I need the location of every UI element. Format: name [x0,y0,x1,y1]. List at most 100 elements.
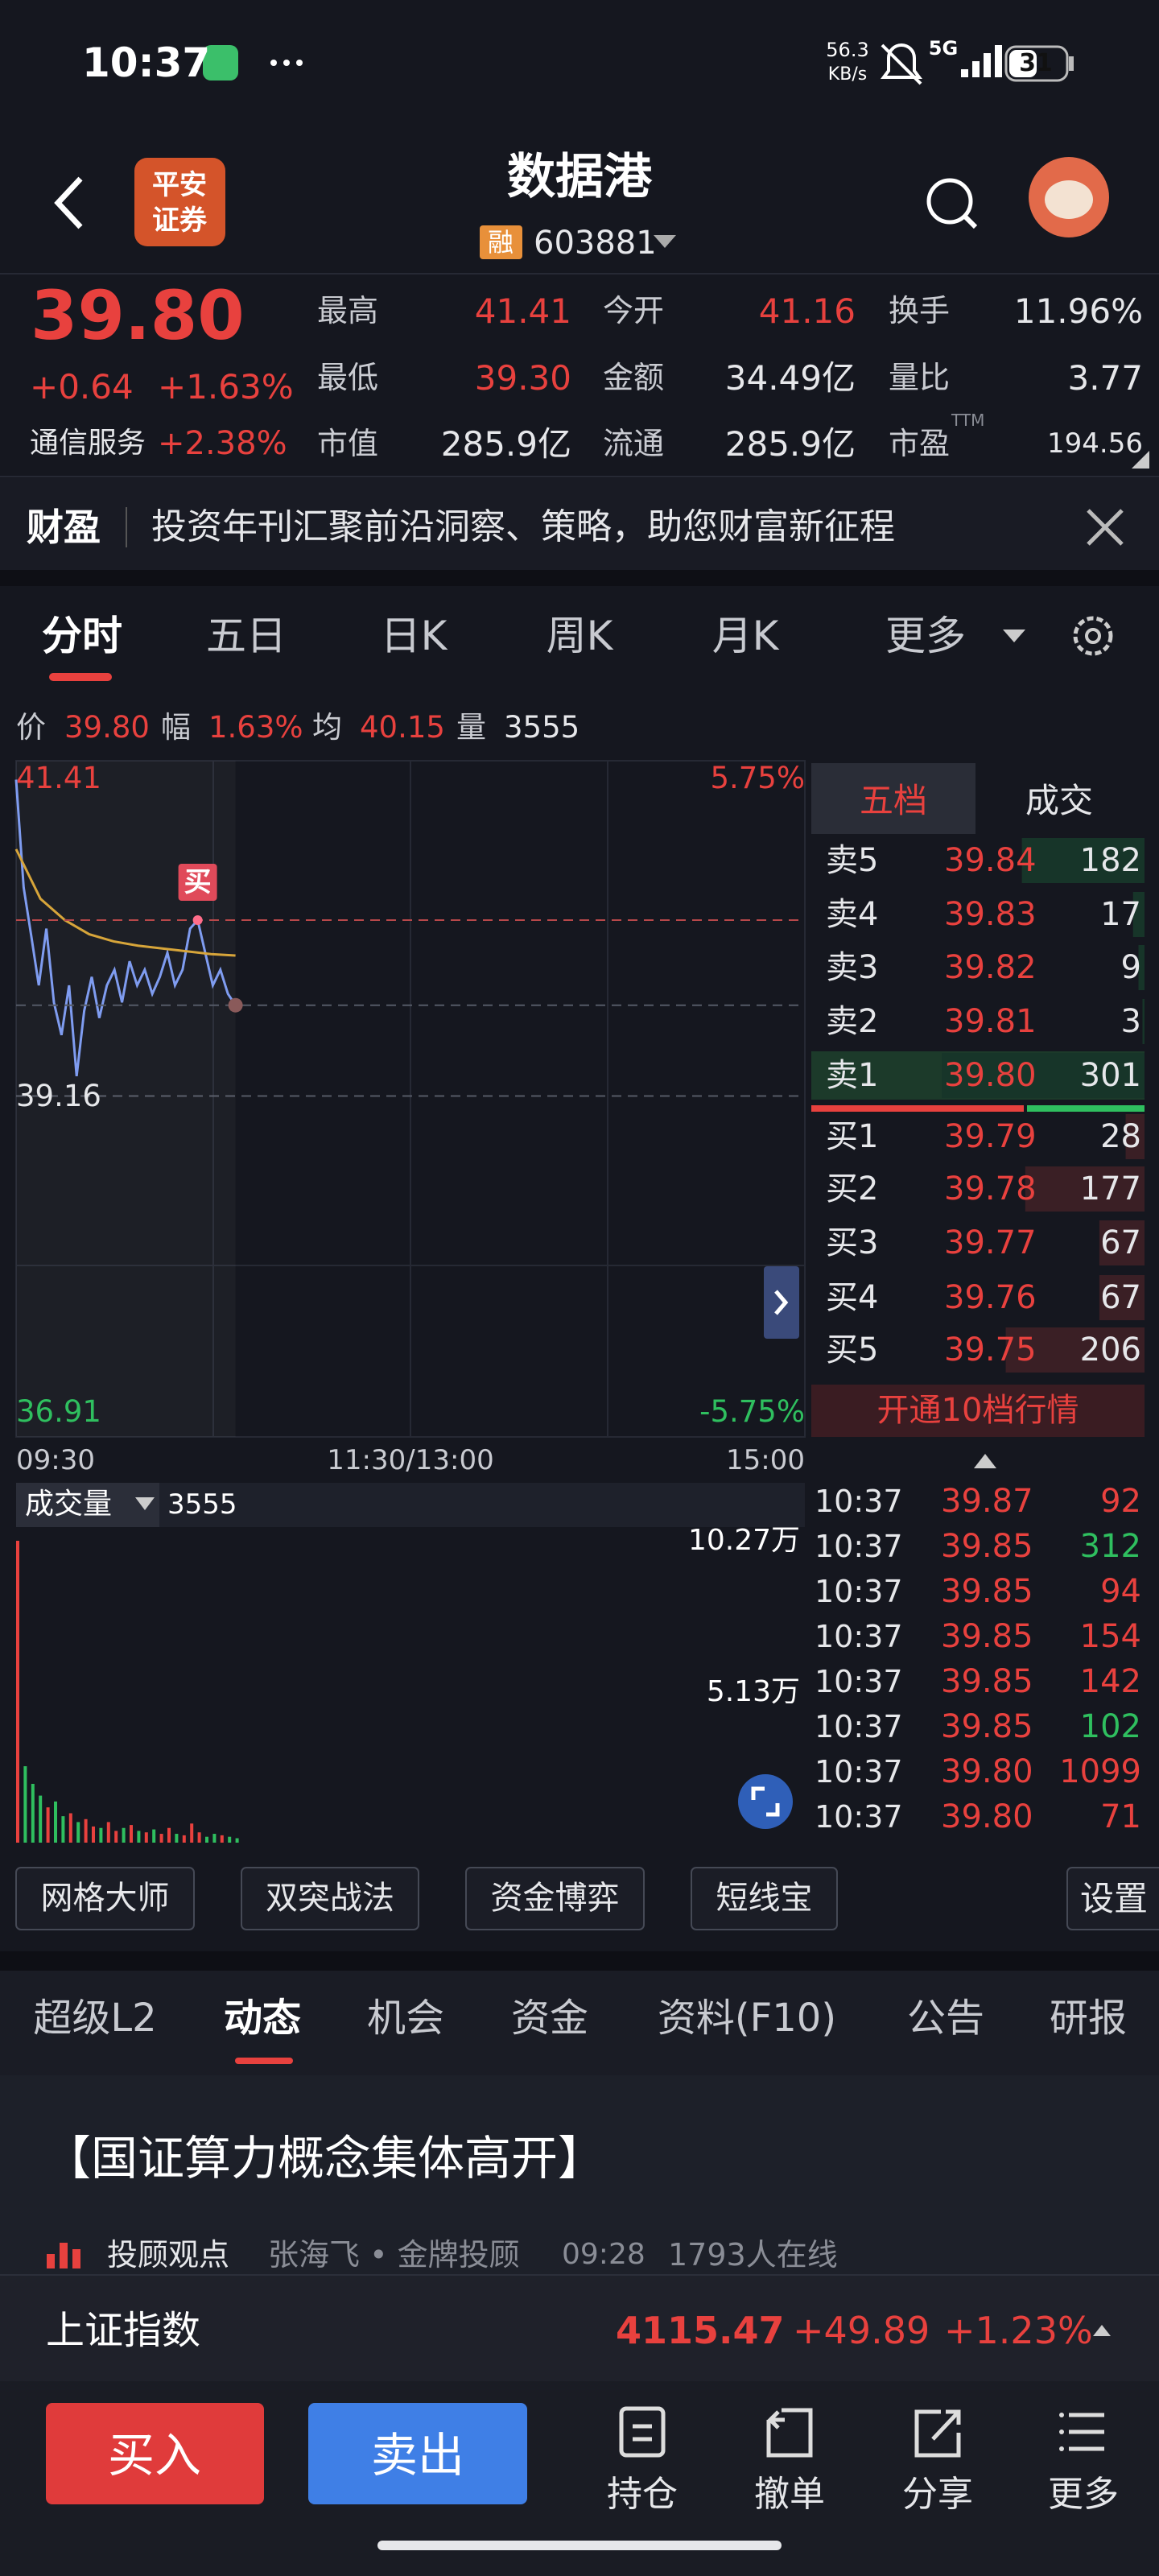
section-tab[interactable]: 资料(F10) [657,1995,837,2041]
code-dropdown[interactable] [654,235,676,248]
sell-label[interactable]: 卖出 [370,2427,464,2483]
section-tab[interactable]: 公告 [906,1995,984,2041]
index-pct: +1.23% [944,2309,1093,2352]
action-label[interactable]: 分享 [902,2474,973,2515]
source-icon [47,2254,55,2268]
action-label[interactable]: 持仓 [607,2474,678,2515]
y-tick-label: 41.41 [16,761,101,795]
expand-book-button[interactable] [764,1266,799,1339]
upgrade-text[interactable]: 开通10档行情 [876,1392,1079,1429]
sell-button[interactable] [308,2403,527,2504]
book-label: 买3 [826,1224,879,1261]
section-tab[interactable]: 资金 [510,1995,588,2041]
average-line [14,848,236,957]
tool-label[interactable]: 短线宝 [716,1880,813,1917]
stat-value: 11.96% [1013,291,1143,331]
trade-time: 10:37 [815,1618,903,1654]
info-label: 均 [312,710,342,745]
chart-tab[interactable]: 月K [711,613,779,659]
action-label[interactable]: 更多 [1048,2474,1119,2515]
tool-button[interactable] [15,1867,195,1930]
tool-button[interactable] [691,1867,838,1930]
more-dot [270,60,277,66]
chart-tab[interactable]: 日K [380,613,448,659]
trade-volume: 102 [1079,1708,1141,1745]
volume-bar [61,1816,65,1843]
margin-tag-text: 融 [487,226,514,258]
collapse-arrow[interactable] [974,1454,996,1468]
tool-label[interactable]: 双突战法 [266,1880,394,1917]
buy-label[interactable]: 买入 [107,2427,201,2483]
upgrade-button[interactable] [811,1385,1145,1437]
y-tick-label: 39.16 [16,1078,101,1113]
action-icon [1059,2446,1064,2451]
section-tab[interactable]: 机会 [366,1995,444,2041]
stat-label: 今开 [603,292,665,328]
corner-mark [1132,451,1149,469]
settings-gear[interactable] [1073,616,1113,656]
section-tab[interactable]: 动态 [223,1995,301,2041]
pct-label: -5.75% [699,1394,805,1429]
bid-depth [1025,1166,1145,1212]
volume-dropdown[interactable] [135,1497,155,1510]
more-dropdown[interactable] [1003,630,1025,642]
more-dot [283,60,290,66]
search-handle [963,214,978,229]
mute-icon [881,43,922,85]
volume-bar [228,1836,232,1843]
tool-label[interactable]: 资金博弈 [490,1880,620,1917]
stock-code: 603881 [534,225,657,262]
trade-volume: 154 [1079,1618,1141,1655]
volume-label: 成交量 [25,1488,113,1521]
info-value: 39.80 [64,710,150,745]
search-button[interactable] [926,178,973,225]
book-price: 39.82 [944,949,1037,986]
book-volume: 206 [1079,1331,1141,1368]
chart-tab[interactable]: 更多 [885,613,966,659]
section-tab[interactable]: 研报 [1049,1995,1127,2041]
banner-brand: 财盈 [27,506,101,549]
trade-price: 39.85 [941,1618,1033,1655]
signal-bar [972,61,980,77]
tool-button[interactable] [241,1867,419,1930]
signal-bar [995,45,1002,77]
tool-label[interactable]: 网格大师 [40,1880,170,1917]
stat-label: 换手 [889,292,951,328]
book-label: 买4 [826,1279,879,1316]
fullscreen-button[interactable] [738,1774,793,1829]
trade-time: 10:37 [815,1528,903,1564]
volume-bar [31,1783,35,1843]
book-tab[interactable]: 五档 [859,780,927,820]
price-line [14,779,237,1077]
buy-button[interactable] [46,2403,264,2504]
price-change: +0.64 [30,366,134,407]
x-tick-label: 11:30/13:00 [327,1444,494,1476]
signal: 5G [928,37,959,60]
chart-tab[interactable]: 五日 [206,613,287,659]
book-label: 卖5 [826,842,879,879]
pct-label: 5.75% [710,761,805,795]
index-arrow[interactable] [1093,2325,1111,2336]
tool-button[interactable] [465,1867,645,1930]
section-tab[interactable]: 超级L2 [33,1995,157,2041]
action-icon [1059,2413,1064,2417]
settings-button[interactable] [1066,1867,1159,1930]
action-label[interactable]: 撤单 [754,2474,825,2515]
back-button[interactable] [54,176,83,229]
chart-tab[interactable]: 分时 [42,613,122,659]
volume-bar [54,1801,57,1843]
book-volume: 67 [1100,1224,1141,1261]
volume-bar [39,1795,43,1843]
stat-value: 285.9亿 [440,423,571,464]
volume-bar [152,1829,156,1843]
book-tab[interactable]: 成交 [1025,780,1093,820]
info-value: 3555 [504,710,580,745]
stat-label: 量比 [889,359,951,395]
volume-bar [205,1836,208,1843]
chart-tab[interactable]: 周K [546,613,613,659]
info-label: 价 [16,710,46,745]
ask-depth [1132,892,1145,937]
settings-label[interactable]: 设置 [1079,1878,1148,1918]
volume-bar [68,1813,72,1843]
